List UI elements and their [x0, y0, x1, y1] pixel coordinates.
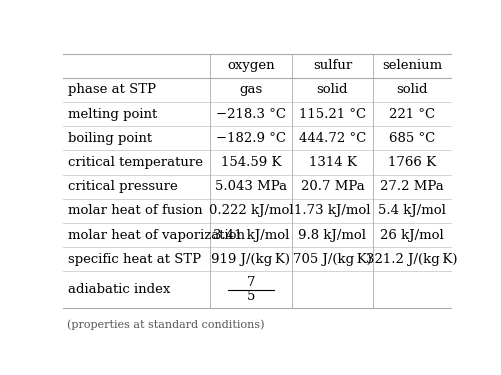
- Text: 5.043 MPa: 5.043 MPa: [215, 180, 287, 193]
- Text: 5.4 kJ/mol: 5.4 kJ/mol: [378, 204, 446, 218]
- Text: boiling point: boiling point: [69, 132, 153, 145]
- Text: sulfur: sulfur: [313, 59, 352, 72]
- Text: 0.222 kJ/mol: 0.222 kJ/mol: [208, 204, 293, 218]
- Text: gas: gas: [239, 84, 263, 96]
- Text: 5: 5: [247, 290, 255, 303]
- Text: phase at STP: phase at STP: [69, 84, 156, 96]
- Text: 444.72 °C: 444.72 °C: [299, 132, 366, 145]
- Text: 1.73 kJ/mol: 1.73 kJ/mol: [294, 204, 371, 218]
- Text: adiabatic index: adiabatic index: [69, 283, 171, 296]
- Text: 3.41 kJ/mol: 3.41 kJ/mol: [213, 229, 289, 242]
- Text: 154.59 K: 154.59 K: [220, 156, 281, 169]
- Text: oxygen: oxygen: [227, 59, 275, 72]
- Text: −218.3 °C: −218.3 °C: [216, 108, 286, 121]
- Text: selenium: selenium: [382, 59, 442, 72]
- Text: molar heat of vaporization: molar heat of vaporization: [69, 229, 245, 242]
- Text: molar heat of fusion: molar heat of fusion: [69, 204, 203, 218]
- Text: 26 kJ/mol: 26 kJ/mol: [380, 229, 444, 242]
- Text: specific heat at STP: specific heat at STP: [69, 253, 201, 266]
- Text: 705 J/(kg K): 705 J/(kg K): [293, 253, 372, 266]
- Text: 7: 7: [246, 276, 255, 290]
- Text: 685 °C: 685 °C: [389, 132, 435, 145]
- Text: 919 J/(kg K): 919 J/(kg K): [211, 253, 291, 266]
- Text: 1766 K: 1766 K: [388, 156, 436, 169]
- Text: 9.8 kJ/mol: 9.8 kJ/mol: [299, 229, 366, 242]
- Text: 221 °C: 221 °C: [389, 108, 435, 121]
- Text: critical temperature: critical temperature: [69, 156, 203, 169]
- Text: solid: solid: [396, 84, 428, 96]
- Text: solid: solid: [317, 84, 348, 96]
- Text: 321.2 J/(kg K): 321.2 J/(kg K): [366, 253, 458, 266]
- Text: 1314 K: 1314 K: [309, 156, 356, 169]
- Text: 115.21 °C: 115.21 °C: [299, 108, 366, 121]
- Text: 27.2 MPa: 27.2 MPa: [380, 180, 444, 193]
- Text: melting point: melting point: [69, 108, 158, 121]
- Text: −182.9 °C: −182.9 °C: [216, 132, 286, 145]
- Text: (properties at standard conditions): (properties at standard conditions): [67, 320, 264, 330]
- Text: 20.7 MPa: 20.7 MPa: [301, 180, 364, 193]
- Text: critical pressure: critical pressure: [69, 180, 178, 193]
